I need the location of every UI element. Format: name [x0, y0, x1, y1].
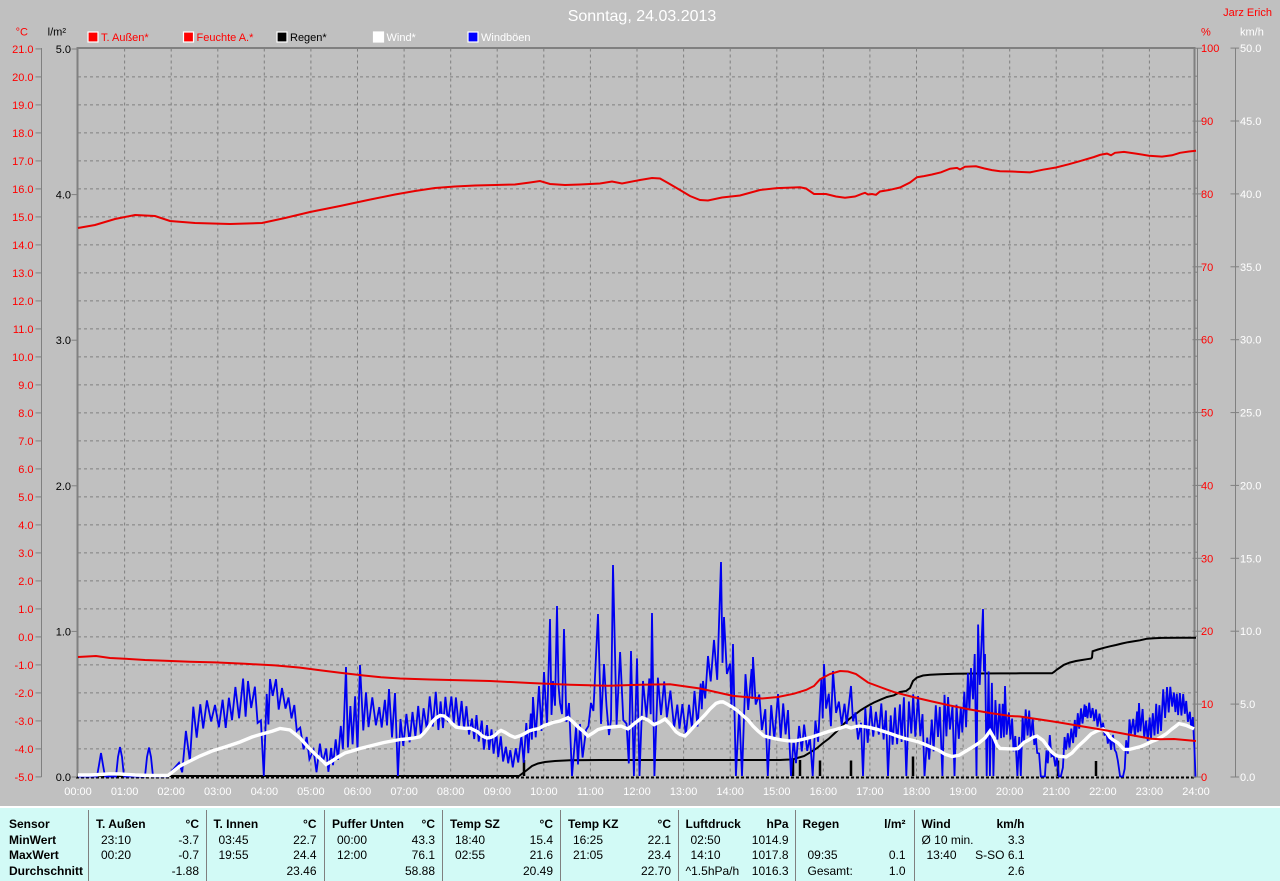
svg-text:19.0: 19.0 [12, 100, 33, 112]
svg-text:°C: °C [16, 27, 28, 39]
svg-text:0.0: 0.0 [1240, 772, 1255, 784]
svg-text:10: 10 [1201, 699, 1213, 711]
svg-text:80: 80 [1201, 189, 1213, 201]
svg-text:30: 30 [1201, 553, 1213, 565]
svg-text:24:00: 24:00 [1182, 786, 1210, 798]
svg-text:12:00: 12:00 [623, 786, 651, 798]
svg-text:60: 60 [1201, 335, 1213, 347]
svg-text:4.0: 4.0 [18, 520, 33, 532]
svg-text:10.0: 10.0 [12, 352, 33, 364]
svg-text:16:00: 16:00 [810, 786, 838, 798]
svg-text:5.0: 5.0 [1240, 699, 1255, 711]
svg-text:0.0: 0.0 [56, 772, 71, 784]
svg-text:3.0: 3.0 [18, 548, 33, 560]
svg-text:35.0: 35.0 [1240, 262, 1261, 274]
svg-text:0.0: 0.0 [18, 632, 33, 644]
svg-text:16.0: 16.0 [12, 184, 33, 196]
svg-text:07:00: 07:00 [390, 786, 418, 798]
svg-text:40: 40 [1201, 480, 1213, 492]
svg-text:9.0: 9.0 [18, 380, 33, 392]
svg-text:-3.0: -3.0 [15, 716, 34, 728]
svg-text:-4.0: -4.0 [15, 744, 34, 756]
svg-text:Sonntag, 24.03.2013: Sonntag, 24.03.2013 [568, 8, 717, 25]
svg-text:13.0: 13.0 [12, 268, 33, 280]
svg-text:100: 100 [1201, 43, 1219, 55]
svg-text:23:00: 23:00 [1136, 786, 1164, 798]
svg-text:50: 50 [1201, 408, 1213, 420]
svg-text:10.0: 10.0 [1240, 626, 1261, 638]
svg-text:T. Außen*: T. Außen* [101, 32, 149, 44]
svg-text:7.0: 7.0 [18, 436, 33, 448]
svg-text:Jarz Erich: Jarz Erich [1223, 7, 1272, 19]
svg-text:11.0: 11.0 [13, 324, 34, 336]
svg-text:19:00: 19:00 [949, 786, 977, 798]
svg-text:Feuchte A.*: Feuchte A.* [197, 32, 255, 44]
svg-text:5.0: 5.0 [56, 44, 71, 56]
svg-text:15:00: 15:00 [763, 786, 791, 798]
svg-text:-5.0: -5.0 [15, 772, 34, 784]
svg-text:15.0: 15.0 [1240, 553, 1261, 565]
svg-text:21:00: 21:00 [1042, 786, 1070, 798]
svg-text:11:00: 11:00 [577, 786, 604, 798]
svg-text:17.0: 17.0 [12, 156, 33, 168]
svg-text:22:00: 22:00 [1089, 786, 1117, 798]
svg-text:Regen*: Regen* [290, 32, 327, 44]
svg-text:13:00: 13:00 [670, 786, 698, 798]
svg-text:%: % [1201, 27, 1211, 39]
svg-text:-1.0: -1.0 [15, 660, 34, 672]
svg-text:0: 0 [1201, 772, 1207, 784]
svg-text:20.0: 20.0 [12, 72, 33, 84]
svg-text:3.0: 3.0 [56, 335, 71, 347]
svg-text:17:00: 17:00 [856, 786, 884, 798]
svg-text:09:00: 09:00 [483, 786, 511, 798]
svg-text:20: 20 [1201, 626, 1213, 638]
svg-text:04:00: 04:00 [251, 786, 279, 798]
svg-text:8.0: 8.0 [18, 408, 33, 420]
svg-text:15.0: 15.0 [12, 212, 33, 224]
svg-text:18:00: 18:00 [903, 786, 931, 798]
svg-text:06:00: 06:00 [344, 786, 372, 798]
svg-text:25.0: 25.0 [1240, 408, 1261, 420]
svg-text:l/m²: l/m² [48, 27, 67, 39]
svg-text:Wind*: Wind* [387, 32, 417, 44]
svg-text:40.0: 40.0 [1240, 189, 1261, 201]
svg-text:-2.0: -2.0 [15, 688, 34, 700]
svg-text:45.0: 45.0 [1240, 116, 1261, 128]
svg-text:50.0: 50.0 [1240, 43, 1261, 55]
svg-text:km/h: km/h [1240, 27, 1264, 39]
svg-text:90: 90 [1201, 116, 1213, 128]
svg-text:00:00: 00:00 [64, 786, 92, 798]
svg-text:12.0: 12.0 [12, 296, 33, 308]
svg-text:14.0: 14.0 [12, 240, 33, 252]
svg-text:1.0: 1.0 [56, 626, 71, 638]
svg-text:05:00: 05:00 [297, 786, 325, 798]
svg-text:70: 70 [1201, 262, 1213, 274]
svg-text:1.0: 1.0 [18, 604, 33, 616]
svg-text:01:00: 01:00 [111, 786, 139, 798]
svg-text:2.0: 2.0 [56, 481, 71, 493]
svg-text:10:00: 10:00 [530, 786, 558, 798]
svg-text:02:00: 02:00 [157, 786, 185, 798]
svg-text:21.0: 21.0 [12, 44, 33, 56]
svg-text:2.0: 2.0 [18, 576, 33, 588]
svg-text:6.0: 6.0 [18, 464, 33, 476]
svg-text:20:00: 20:00 [996, 786, 1024, 798]
svg-text:30.0: 30.0 [1240, 335, 1261, 347]
svg-text:4.0: 4.0 [56, 190, 71, 202]
svg-text:03:00: 03:00 [204, 786, 232, 798]
svg-text:Windböen: Windböen [481, 32, 531, 44]
svg-text:14:00: 14:00 [716, 786, 744, 798]
svg-text:5.0: 5.0 [18, 492, 33, 504]
svg-text:20.0: 20.0 [1240, 480, 1261, 492]
svg-text:08:00: 08:00 [437, 786, 465, 798]
svg-text:18.0: 18.0 [12, 128, 33, 140]
